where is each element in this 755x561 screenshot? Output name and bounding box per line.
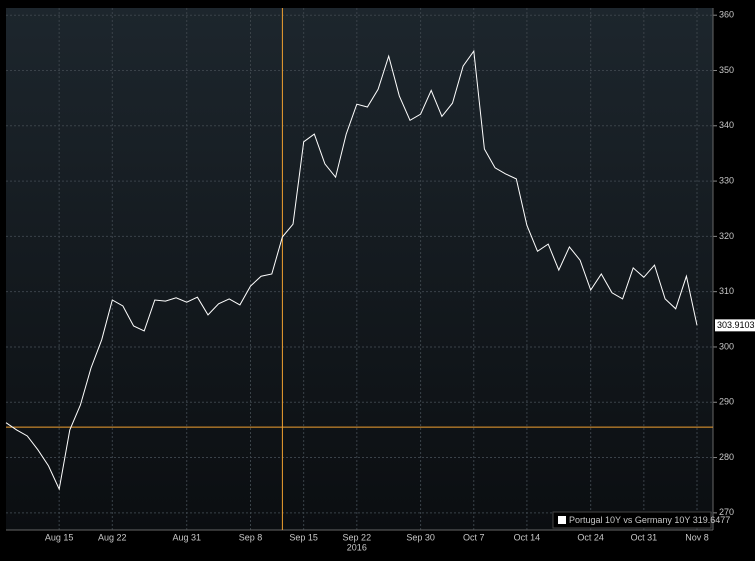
x-tick-label: Sep 8 (239, 532, 263, 542)
x-tick-label: Aug 15 (45, 532, 74, 542)
x-tick-label: Oct 31 (631, 532, 658, 542)
x-tick-label: Sep 22 (343, 532, 372, 542)
x-tick-label: Oct 24 (577, 532, 604, 542)
y-tick-label: 330 (719, 175, 734, 185)
x-tick-label: Nov 8 (685, 532, 709, 542)
last-value-label: 303.9103 (717, 320, 755, 330)
y-tick-label: 280 (719, 452, 734, 462)
y-tick-label: 290 (719, 397, 734, 407)
y-tick-label: 310 (719, 286, 734, 296)
y-tick-label: 350 (719, 65, 734, 75)
x-tick-label: Oct 7 (463, 532, 485, 542)
legend-label: Portugal 10Y vs Germany 10Y 319.6477 (569, 515, 730, 525)
y-tick-label: 300 (719, 341, 734, 351)
last-value-box (715, 319, 755, 332)
x-tick-label: Aug 22 (98, 532, 127, 542)
plot-area (6, 8, 713, 530)
x-tick-label: Sep 30 (406, 532, 435, 542)
legend-box (552, 511, 712, 529)
y-tick-label: 360 (719, 10, 734, 20)
x-tick-label: Oct 14 (514, 532, 541, 542)
x-year-label: 2016 (347, 542, 367, 552)
x-tick-label: Aug 31 (172, 532, 201, 542)
line-series (5, 49, 698, 491)
legend-swatch (558, 516, 566, 524)
y-tick-label: 270 (719, 507, 734, 517)
y-tick-label: 320 (719, 231, 734, 241)
x-tick-label: Sep 15 (289, 532, 318, 542)
y-tick-label: 340 (719, 120, 734, 130)
